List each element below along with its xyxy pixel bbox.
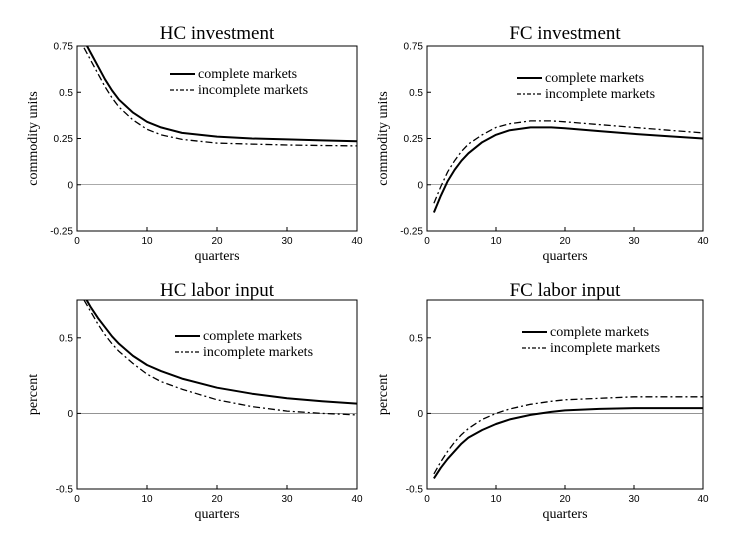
x-axis-label: quarters bbox=[542, 249, 587, 264]
x-tick-label: 40 bbox=[697, 494, 709, 505]
legend-label: complete markets bbox=[545, 71, 644, 86]
chart-title: FC labor input bbox=[510, 280, 622, 301]
y-tick-label: 0 bbox=[417, 409, 423, 420]
x-tick-label: 40 bbox=[697, 236, 709, 247]
x-tick-label: 0 bbox=[74, 236, 80, 247]
y-tick-label: 0.75 bbox=[404, 42, 424, 53]
x-tick-label: 10 bbox=[141, 494, 153, 505]
y-tick-label: 0.5 bbox=[409, 88, 423, 99]
x-tick-label: 10 bbox=[490, 236, 502, 247]
x-axis-label: quarters bbox=[194, 249, 239, 264]
series-line-incomplete-markets bbox=[433, 396, 703, 475]
series-line-complete-markets bbox=[432, 126, 703, 213]
y-tick-label: -0.5 bbox=[406, 485, 424, 496]
chart-title: HC labor input bbox=[160, 280, 275, 301]
x-tick-label: 10 bbox=[141, 236, 153, 247]
y-tick-label: -0.25 bbox=[50, 227, 73, 238]
y-tick-label: 0 bbox=[67, 180, 73, 191]
x-tick-label: 30 bbox=[281, 494, 293, 505]
y-tick-label: 0.5 bbox=[409, 333, 423, 344]
y-tick-label: 0.25 bbox=[404, 134, 424, 145]
y-tick-label: -0.25 bbox=[400, 227, 423, 238]
x-axis-label: quarters bbox=[542, 507, 587, 522]
x-tick-label: 0 bbox=[424, 494, 430, 505]
y-tick-label: -0.5 bbox=[56, 485, 74, 496]
legend-label: complete markets bbox=[203, 329, 302, 344]
legend-label: complete markets bbox=[550, 325, 649, 340]
series-line-incomplete-markets bbox=[433, 120, 703, 204]
x-tick-label: 40 bbox=[351, 236, 363, 247]
x-tick-label: 30 bbox=[628, 494, 640, 505]
y-tick-label: 0 bbox=[67, 409, 73, 420]
y-axis-label: percent bbox=[376, 374, 391, 415]
y-tick-label: 0.5 bbox=[59, 88, 73, 99]
y-axis-label: commodity units bbox=[376, 91, 391, 186]
x-tick-label: 20 bbox=[559, 494, 571, 505]
legend-label: complete markets bbox=[198, 67, 297, 82]
legend-label: incomplete markets bbox=[550, 341, 660, 356]
y-tick-label: 0.75 bbox=[54, 42, 74, 53]
x-tick-label: 20 bbox=[211, 236, 223, 247]
y-tick-label: 0.5 bbox=[59, 333, 73, 344]
series-line-incomplete-markets bbox=[83, 47, 357, 147]
series-line-incomplete-markets bbox=[83, 300, 357, 416]
chart-title: HC investment bbox=[160, 23, 275, 44]
y-tick-label: 0 bbox=[417, 180, 423, 191]
legend-label: incomplete markets bbox=[198, 83, 308, 98]
x-tick-label: 0 bbox=[74, 494, 80, 505]
chart-title: FC investment bbox=[509, 23, 621, 44]
series-line-complete-markets bbox=[85, 300, 357, 405]
x-axis-label: quarters bbox=[194, 507, 239, 522]
legend-label: incomplete markets bbox=[545, 87, 655, 102]
x-tick-label: 30 bbox=[281, 236, 293, 247]
x-tick-label: 30 bbox=[628, 236, 640, 247]
x-tick-label: 0 bbox=[424, 236, 430, 247]
legend-label: incomplete markets bbox=[203, 345, 313, 360]
y-axis-label: percent bbox=[26, 374, 41, 415]
series-line-complete-markets bbox=[433, 407, 703, 479]
x-tick-label: 40 bbox=[351, 494, 363, 505]
x-tick-label: 20 bbox=[559, 236, 571, 247]
x-tick-label: 20 bbox=[211, 494, 223, 505]
y-tick-label: 0.25 bbox=[54, 134, 74, 145]
series-line-complete-markets bbox=[85, 46, 357, 143]
y-axis-label: commodity units bbox=[26, 91, 41, 186]
x-tick-label: 10 bbox=[490, 494, 502, 505]
